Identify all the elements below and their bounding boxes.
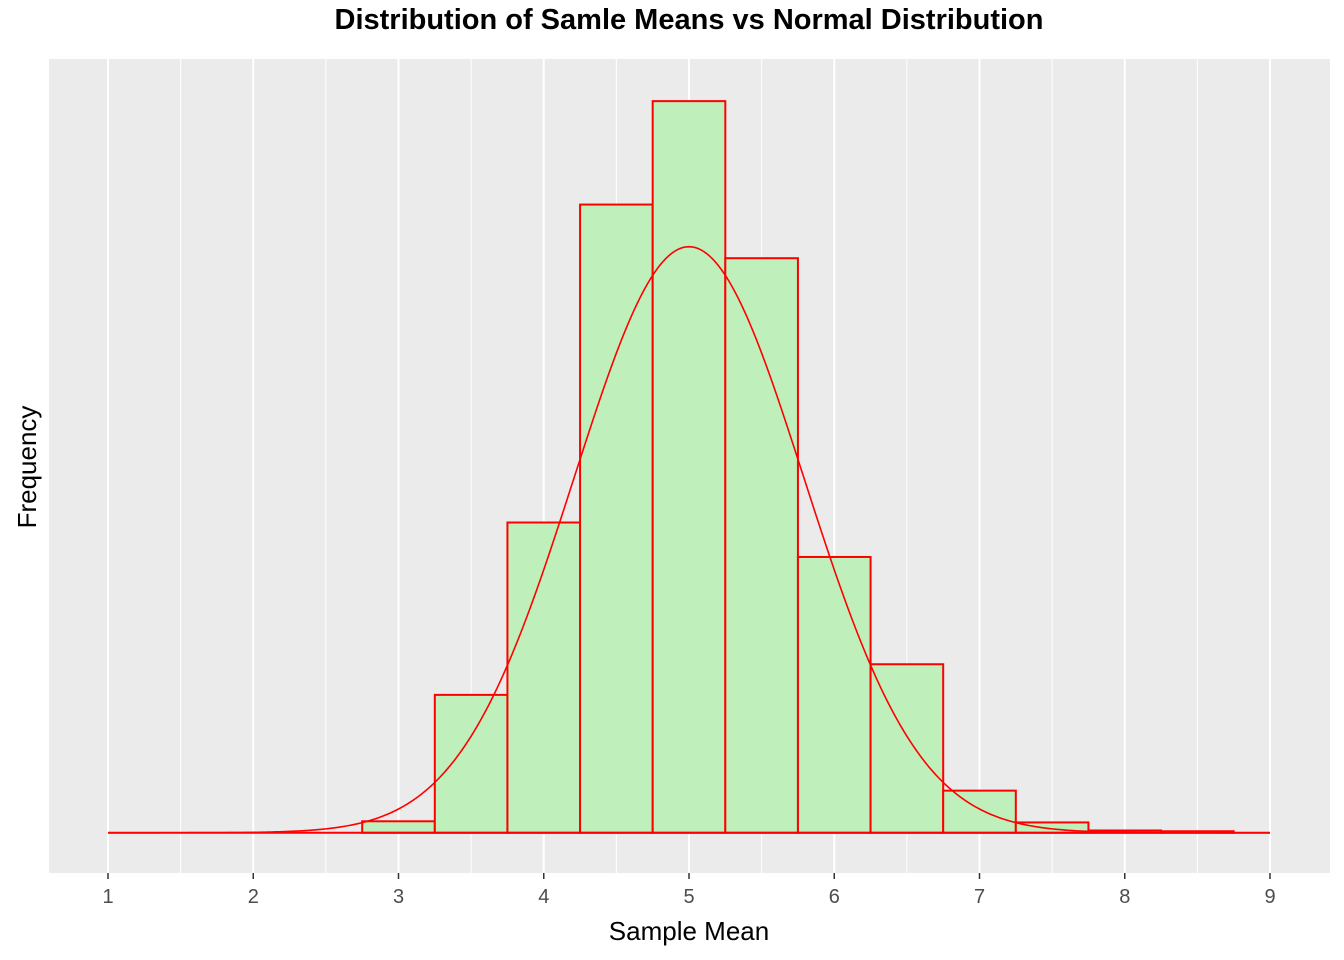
histogram-bar — [796, 555, 872, 834]
x-tick-label: 8 — [1119, 886, 1130, 908]
x-tick-label: 7 — [974, 886, 985, 908]
x-axis-title: Sample Mean — [609, 916, 769, 946]
x-tick-label: 4 — [538, 886, 549, 908]
x-tick-label: 1 — [102, 886, 113, 908]
histogram-bar — [579, 203, 654, 834]
x-tick-label: 6 — [829, 886, 840, 908]
histogram-bar — [433, 693, 509, 834]
x-tick-label: 3 — [393, 886, 404, 908]
chart-title: Distribution of Samle Means vs Normal Di… — [334, 4, 1044, 36]
y-axis-title: Frequency — [12, 406, 42, 529]
histogram-bars — [361, 100, 1235, 834]
histogram-bar — [724, 257, 799, 834]
x-axis-ticks: 1 2 3 4 5 6 7 8 9 — [102, 873, 1276, 908]
x-tick-label: 2 — [248, 886, 259, 908]
histogram-bar — [361, 820, 436, 834]
x-tick-label: 9 — [1264, 886, 1275, 908]
normal-curve — [108, 245, 1270, 834]
histogram-bar — [942, 789, 1017, 834]
x-tick-label: 5 — [683, 886, 694, 908]
histogram-bar — [651, 100, 727, 834]
